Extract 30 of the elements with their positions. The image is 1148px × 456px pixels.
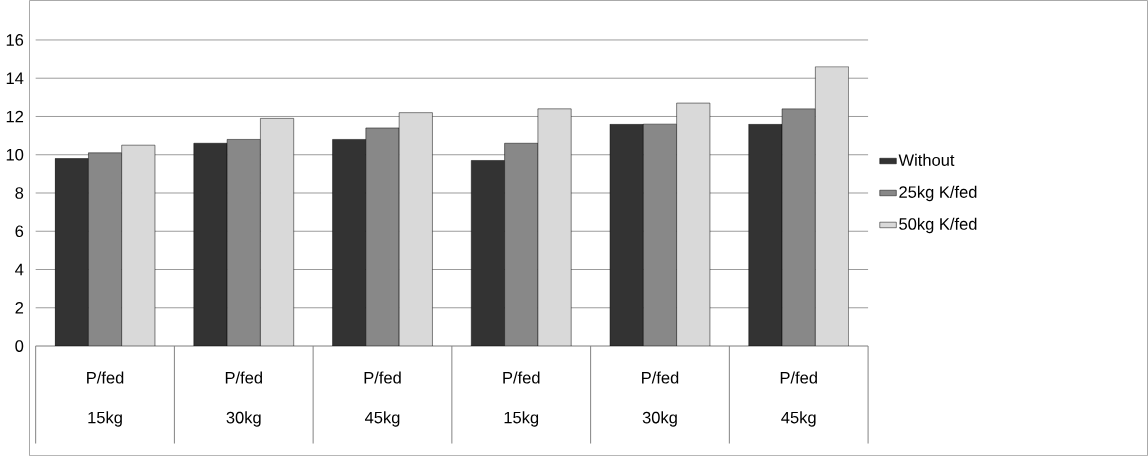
- category-label: P/fed 15kg: [503, 371, 540, 427]
- bar: [398, 112, 433, 346]
- legend-label: 50kg K/fed: [899, 217, 977, 234]
- legend-label: Without: [898, 153, 955, 166]
- y-tick-label: 10: [6, 148, 24, 161]
- y-tick-label: 4: [15, 263, 24, 276]
- bar: [193, 142, 228, 346]
- category-label: P/fed 30kg: [642, 371, 679, 427]
- category-label: P/fed 45kg: [364, 371, 401, 427]
- y-tick-label: 16: [6, 34, 24, 46]
- bar: [815, 66, 849, 346]
- y-tick-label: 14: [6, 72, 24, 84]
- category-label: P/fed 45kg: [780, 371, 817, 427]
- category-label: P/fed 30kg: [225, 371, 262, 427]
- bar: [537, 108, 572, 346]
- y-tick-label: 12: [6, 110, 24, 123]
- y-tick-label: 6: [15, 225, 24, 238]
- y-tick-label: 0: [15, 340, 24, 352]
- y-tick-label: 2: [15, 301, 24, 314]
- bar: [54, 158, 89, 346]
- y-tick-label: 8: [15, 187, 24, 199]
- bar: [748, 123, 783, 346]
- bar: [260, 118, 294, 346]
- legend-label: 25kg K/fed: [899, 185, 977, 202]
- bar: [332, 139, 367, 346]
- bar: [676, 102, 711, 346]
- bar: [609, 123, 644, 346]
- bar: [471, 160, 505, 346]
- bar: [121, 144, 156, 346]
- category-label: P/fed 15kg: [87, 371, 124, 427]
